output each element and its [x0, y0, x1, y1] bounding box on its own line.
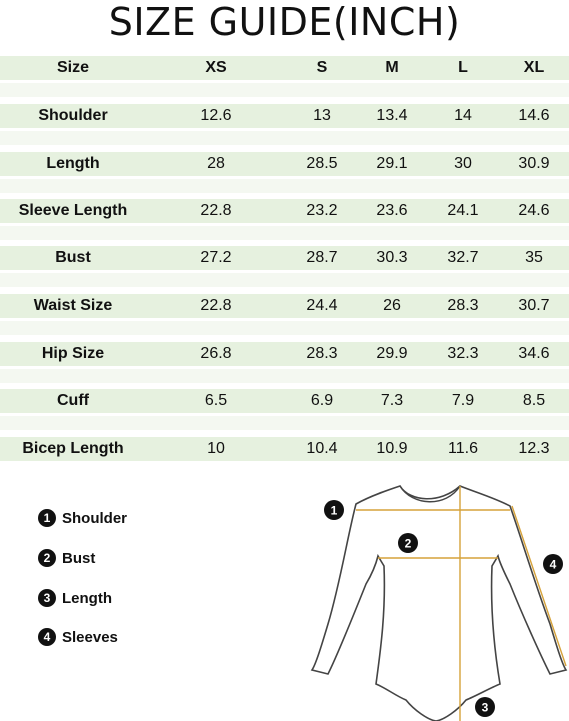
marker-4: 4 — [543, 554, 563, 574]
table-row: Bust 27.2 28.7 30.3 32.7 35 — [0, 246, 569, 270]
bodysuit-outline-icon — [310, 485, 568, 721]
table-cell: 10.9 — [376, 440, 408, 457]
header-size-m: M — [385, 59, 399, 76]
row-spacer — [0, 226, 569, 240]
legend-item-shoulder: 1 Shoulder — [38, 507, 127, 529]
marker-label: 1 — [331, 504, 338, 518]
marker-label: 3 — [482, 701, 489, 715]
table-cell: 30.9 — [518, 155, 550, 172]
legend-label: Length — [62, 589, 112, 607]
table-cell: 28 — [207, 155, 225, 172]
row-spacer — [0, 369, 569, 383]
table-cell: 24.6 — [518, 202, 550, 219]
table-cell: 7.9 — [451, 392, 475, 409]
header-size-l: L — [458, 59, 468, 76]
table-cell: 11.6 — [448, 440, 478, 457]
table-cell: 10 — [207, 440, 225, 457]
row-label: Cuff — [57, 392, 89, 409]
legend-item-sleeves: 4 Sleeves — [38, 626, 118, 648]
page-title: SIZE GUIDE(INCH) — [108, 0, 461, 44]
table-cell: 28.3 — [447, 297, 479, 314]
table-cell: 22.8 — [200, 297, 232, 314]
marker-label: 4 — [550, 558, 557, 572]
table-cell: 30 — [454, 155, 472, 172]
table-cell: 7.3 — [380, 392, 404, 409]
number-badge: 1 — [38, 509, 56, 527]
marker-label: 2 — [405, 537, 412, 551]
row-label: Waist Size — [33, 297, 113, 314]
table-cell: 27.2 — [200, 249, 232, 266]
row-label: Length — [46, 155, 100, 172]
table-cell: 12.6 — [200, 107, 232, 124]
table-row: Waist Size 22.8 24.4 26 28.3 30.7 — [0, 294, 569, 318]
table-cell: 6.9 — [310, 392, 334, 409]
table-row: Sleeve Length 22.8 23.2 23.6 24.1 24.6 — [0, 199, 569, 223]
marker-2: 2 — [398, 533, 418, 553]
table-cell: 29.9 — [376, 345, 408, 362]
table-cell: 6.5 — [204, 392, 228, 409]
table-cell: 26.8 — [200, 345, 232, 362]
row-spacer — [0, 273, 569, 287]
row-label: Sleeve Length — [18, 202, 128, 219]
legend-item-length: 3 Length — [38, 587, 112, 609]
row-spacer — [0, 83, 569, 97]
row-spacer — [0, 131, 569, 145]
table-row: Shoulder 12.6 13 13.4 14 14.6 — [0, 104, 569, 128]
legend-label: Shoulder — [62, 509, 128, 527]
table-cell: 29.1 — [376, 155, 408, 172]
header-size-xl: XL — [523, 59, 545, 76]
row-label: Hip Size — [41, 345, 105, 362]
table-cell: 30.3 — [376, 249, 408, 266]
header-size-s: S — [316, 59, 328, 76]
table-cell: 23.2 — [306, 202, 338, 219]
table-cell: 32.3 — [447, 345, 479, 362]
marker-1: 1 — [324, 500, 344, 520]
row-label: Bust — [55, 249, 91, 266]
table-cell: 14.6 — [518, 107, 550, 124]
legend-label: Sleeves — [62, 628, 118, 646]
table-cell: 34.6 — [518, 345, 550, 362]
table-header-row: Size XS S M L XL — [0, 56, 569, 80]
table-cell: 10.4 — [306, 440, 338, 457]
number-badge: 4 — [38, 628, 56, 646]
legend-label: Bust — [62, 549, 96, 567]
number-badge: 3 — [38, 589, 56, 607]
table-row: Cuff 6.5 6.9 7.3 7.9 8.5 — [0, 389, 569, 413]
table-cell: 8.5 — [522, 392, 546, 409]
legend-item-bust: 2 Bust — [38, 547, 95, 569]
table-row: Length 28 28.5 29.1 30 30.9 — [0, 152, 569, 176]
table-cell: 28.3 — [306, 345, 338, 362]
header-label: Size — [56, 59, 89, 76]
row-label: Bicep Length — [22, 440, 124, 457]
marker-3: 3 — [475, 697, 495, 717]
table-cell: 13 — [313, 107, 331, 124]
table-cell: 26 — [383, 297, 401, 314]
table-cell: 28.5 — [306, 155, 338, 172]
table-row: Bicep Length 10 10.4 10.9 11.6 12.3 — [0, 437, 569, 461]
sleeve-measure-line — [511, 505, 567, 667]
table-row: Hip Size 26.8 28.3 29.9 32.3 34.6 — [0, 342, 569, 366]
table-cell: 32.7 — [447, 249, 479, 266]
number-badge: 2 — [38, 549, 56, 567]
row-spacer — [0, 321, 569, 335]
row-spacer — [0, 179, 569, 193]
table-cell: 13.4 — [376, 107, 408, 124]
table-cell: 22.8 — [200, 202, 232, 219]
table-cell: 12.3 — [518, 440, 550, 457]
bodysuit-diagram: 1 2 3 4 — [310, 485, 568, 721]
row-label: Shoulder — [38, 107, 108, 124]
header-size-xs: XS — [205, 59, 227, 76]
table-cell: 24.1 — [447, 202, 479, 219]
table-cell: 35 — [525, 249, 543, 266]
table-cell: 30.7 — [518, 297, 550, 314]
table-cell: 14 — [454, 107, 472, 124]
neckline — [399, 485, 461, 503]
table-cell: 28.7 — [306, 249, 338, 266]
table-cell: 23.6 — [376, 202, 408, 219]
row-spacer — [0, 416, 569, 430]
table-cell: 24.4 — [306, 297, 338, 314]
